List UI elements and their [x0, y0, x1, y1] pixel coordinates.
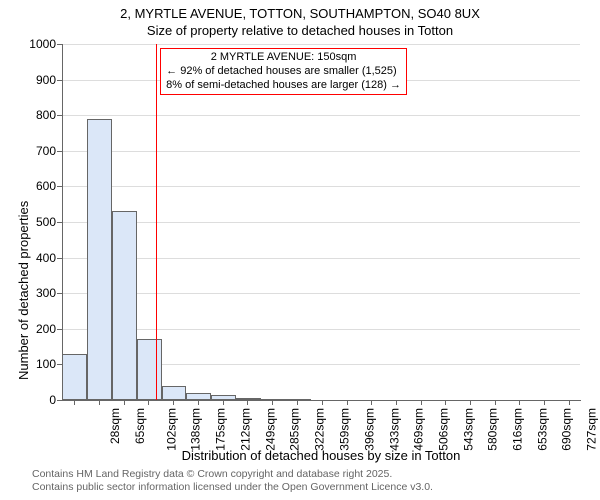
xtick-label: 359sqm — [337, 408, 351, 451]
title-line-1: 2, MYRTLE AVENUE, TOTTON, SOUTHAMPTON, S… — [0, 6, 600, 23]
xtick-mark — [247, 400, 248, 405]
xtick-mark — [371, 400, 372, 405]
xtick-mark — [445, 400, 446, 405]
reference-line — [156, 44, 157, 400]
histogram-bar — [261, 399, 286, 401]
annotation-title: 2 MYRTLE AVENUE: 150sqm — [166, 51, 401, 65]
ytick-label: 900 — [20, 73, 56, 87]
xtick-mark — [322, 400, 323, 405]
gridline-y — [62, 151, 580, 152]
ytick-label: 100 — [20, 357, 56, 371]
xtick-label: 285sqm — [288, 408, 302, 451]
xtick-mark — [544, 400, 545, 405]
ytick-mark — [57, 44, 62, 45]
xtick-label: 102sqm — [165, 408, 179, 451]
histogram-bar — [162, 386, 187, 400]
xtick-mark — [347, 400, 348, 405]
gridline-y — [62, 222, 580, 223]
ytick-label: 300 — [20, 286, 56, 300]
ytick-mark — [57, 115, 62, 116]
xtick-label: 727sqm — [585, 408, 599, 451]
ytick-label: 500 — [20, 215, 56, 229]
gridline-y — [62, 293, 580, 294]
xtick-label: 690sqm — [560, 408, 574, 451]
histogram-bar — [137, 339, 162, 400]
ytick-label: 400 — [20, 251, 56, 265]
xtick-label: 469sqm — [411, 408, 425, 451]
xtick-mark — [569, 400, 570, 405]
ytick-label: 700 — [20, 144, 56, 158]
xtick-mark — [124, 400, 125, 405]
xtick-label: 138sqm — [189, 408, 203, 451]
gridline-y — [62, 115, 580, 116]
ytick-label: 800 — [20, 108, 56, 122]
annotation-line-2: 8% of semi-detached houses are larger (1… — [166, 79, 401, 93]
xtick-label: 653sqm — [535, 408, 549, 451]
xtick-mark — [223, 400, 224, 405]
histogram-bar — [87, 119, 112, 400]
ytick-mark — [57, 329, 62, 330]
ytick-label: 200 — [20, 322, 56, 336]
ytick-mark — [57, 151, 62, 152]
xtick-mark — [519, 400, 520, 405]
ytick-mark — [57, 222, 62, 223]
ytick-label: 0 — [20, 393, 56, 407]
footnote-line-1: Contains HM Land Registry data © Crown c… — [32, 468, 433, 481]
xtick-label: 580sqm — [486, 408, 500, 451]
xtick-label: 616sqm — [510, 408, 524, 451]
ytick-mark — [57, 80, 62, 81]
xtick-mark — [173, 400, 174, 405]
xtick-mark — [396, 400, 397, 405]
histogram-bar — [186, 393, 211, 400]
ytick-mark — [57, 258, 62, 259]
histogram-bar — [286, 399, 311, 401]
footnote: Contains HM Land Registry data © Crown c… — [32, 468, 433, 494]
chart-container: 2, MYRTLE AVENUE, TOTTON, SOUTHAMPTON, S… — [0, 0, 600, 500]
gridline-y — [62, 258, 580, 259]
xtick-label: 175sqm — [214, 408, 228, 451]
xtick-mark — [470, 400, 471, 405]
histogram-bar — [236, 398, 261, 400]
xtick-mark — [198, 400, 199, 405]
xtick-mark — [99, 400, 100, 405]
xtick-label: 249sqm — [263, 408, 277, 451]
ytick-mark — [57, 293, 62, 294]
xtick-mark — [148, 400, 149, 405]
annotation-box: 2 MYRTLE AVENUE: 150sqm← 92% of detached… — [160, 48, 407, 95]
xtick-label: 396sqm — [362, 408, 376, 451]
xtick-label: 506sqm — [436, 408, 450, 451]
xtick-label: 65sqm — [133, 408, 147, 444]
gridline-y — [62, 186, 580, 187]
gridline-y — [62, 44, 580, 45]
xtick-label: 433sqm — [387, 408, 401, 451]
annotation-line-1: ← 92% of detached houses are smaller (1,… — [166, 65, 401, 79]
ytick-mark — [57, 400, 62, 401]
gridline-y — [62, 329, 580, 330]
xtick-mark — [421, 400, 422, 405]
ytick-mark — [57, 186, 62, 187]
xtick-mark — [495, 400, 496, 405]
histogram-bar — [112, 211, 137, 400]
xtick-label: 543sqm — [461, 408, 475, 451]
xtick-label: 28sqm — [108, 408, 122, 444]
xtick-mark — [74, 400, 75, 405]
title-line-2: Size of property relative to detached ho… — [0, 23, 600, 40]
ytick-label: 1000 — [20, 37, 56, 51]
histogram-bar — [211, 395, 236, 400]
footnote-line-2: Contains public sector information licen… — [32, 481, 433, 494]
xtick-label: 212sqm — [239, 408, 253, 451]
xtick-label: 322sqm — [313, 408, 327, 451]
chart-title: 2, MYRTLE AVENUE, TOTTON, SOUTHAMPTON, S… — [0, 0, 600, 40]
histogram-bar — [62, 354, 87, 400]
ytick-label: 600 — [20, 179, 56, 193]
